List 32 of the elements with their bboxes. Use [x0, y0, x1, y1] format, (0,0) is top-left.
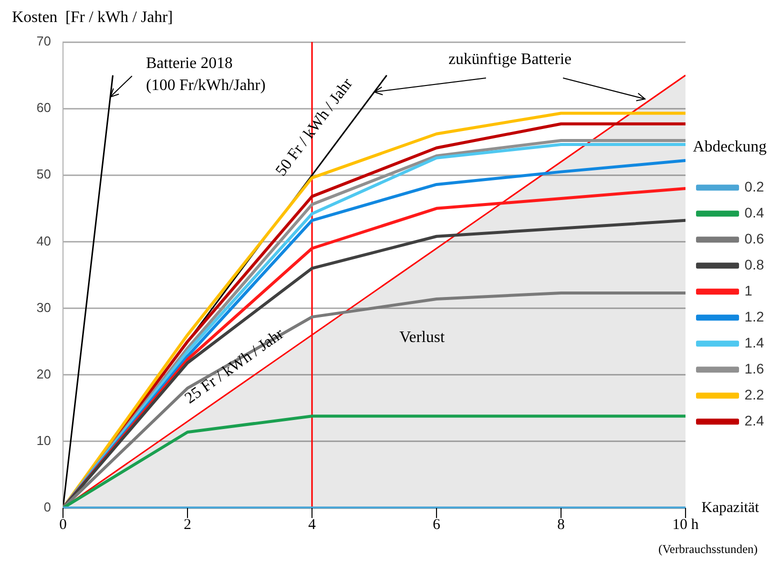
y-tick-label: 40: [36, 233, 51, 248]
y-tick-label: 70: [36, 34, 51, 49]
legend-label: 0.2: [744, 178, 764, 194]
y-tick-label: 10: [36, 433, 51, 448]
y-tick-label: 20: [36, 366, 51, 382]
y-tick-label: 30: [36, 300, 51, 315]
legend-label: 1: [744, 282, 753, 298]
x-tick-label: 0: [59, 516, 67, 533]
legend-label: 2.2: [744, 386, 764, 402]
x-tick-label: 4: [308, 516, 316, 533]
annotation: 25 Fr / kWh / Jahr: [182, 325, 288, 408]
legend-label: 0.8: [744, 256, 764, 272]
legend-label: 1.2: [744, 308, 764, 324]
annotation: Verlust: [399, 329, 446, 346]
x-tick-label: 6: [432, 516, 441, 533]
legend-label: 1.6: [744, 360, 764, 376]
x-tick-label: 8: [557, 516, 565, 533]
text: (Verbrauchsstunden): [658, 542, 758, 556]
x-tick-label: 10 h: [672, 516, 700, 533]
y-axis-title: Kosten [Fr / kWh / Jahr]: [12, 9, 173, 26]
legend-title: Abdeckung: [692, 138, 767, 156]
legend-label: 2.4: [744, 412, 764, 428]
annotation: Batterie 2018 (100 Fr/kWh/Jahr): [146, 55, 266, 94]
x-tick-label: 2: [184, 516, 192, 533]
annotation: zukünftige Batterie: [448, 51, 572, 68]
legend-label: 0.4: [744, 204, 764, 220]
legend-label: 0.6: [744, 230, 764, 246]
y-tick-label: 60: [36, 100, 51, 116]
y-tick-label: 0: [44, 500, 51, 515]
x-axis-title: Kapazität: [702, 500, 760, 516]
y-tick-label: 50: [36, 166, 51, 182]
legend-label: 1.4: [744, 334, 764, 350]
